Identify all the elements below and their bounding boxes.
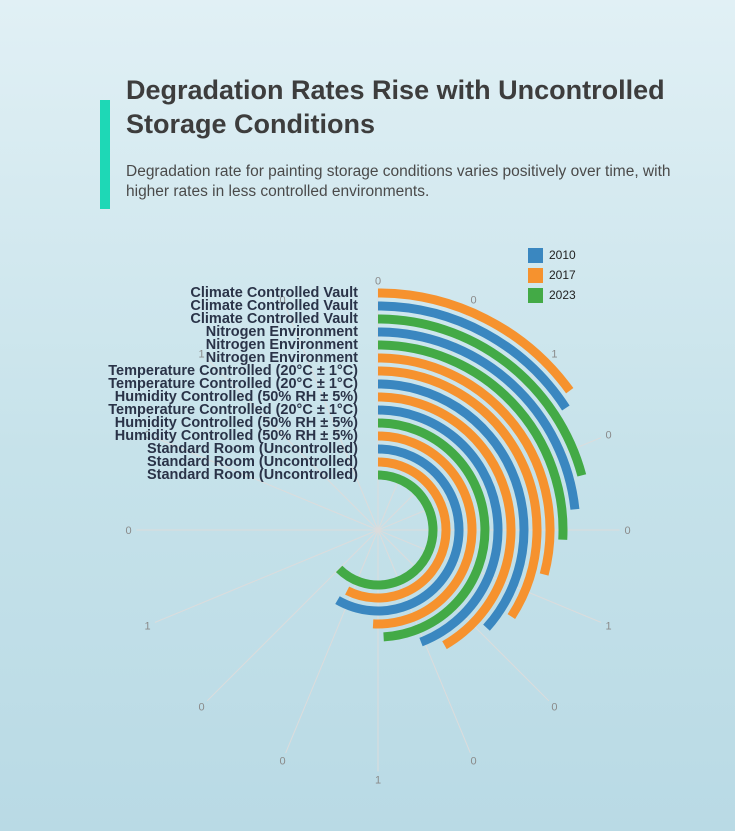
radial-bar <box>377 379 529 631</box>
legend-label: 2023 <box>549 288 576 302</box>
angular-tick-label: 1 <box>551 349 557 361</box>
angular-tick-label: 0 <box>279 756 285 768</box>
legend: 2010 2017 2023 <box>528 245 576 305</box>
angular-tick-label: 0 <box>144 430 150 442</box>
radial-bar <box>377 392 516 650</box>
angular-tick-label: 1 <box>199 349 205 361</box>
legend-swatch <box>528 287 543 303</box>
angular-tick-label: 0 <box>125 525 131 537</box>
category-label: Humidity Controlled (50% RH ± 5%) <box>115 428 358 444</box>
legend-label: 2017 <box>549 268 576 282</box>
category-label: Nitrogen Environment <box>206 337 358 353</box>
angular-tick-label: 1 <box>375 775 381 787</box>
category-label: Temperature Controlled (20°C ± 1°C) <box>108 376 358 392</box>
category-label: Humidity Controlled (50% RH ± 5%) <box>115 415 358 431</box>
category-label: Climate Controlled Vault <box>190 311 358 327</box>
category-label: Humidity Controlled (50% RH ± 5%) <box>115 389 358 405</box>
radial-bar <box>335 470 438 590</box>
radial-bar <box>377 314 587 477</box>
category-label: Climate Controlled Vault <box>190 298 358 314</box>
legend-swatch <box>528 247 543 263</box>
angular-tick-label: 1 <box>144 621 150 633</box>
legend-label: 2010 <box>549 248 576 262</box>
angular-gridline <box>206 529 379 702</box>
legend-item: 2023 <box>528 285 576 305</box>
chart-title: Degradation Rates Rise with Uncontrolled… <box>126 75 665 139</box>
radial-bar <box>377 327 580 510</box>
category-label: Nitrogen Environment <box>206 324 358 340</box>
angular-tick-label: 0 <box>551 701 557 713</box>
category-label: Temperature Controlled (20°C ± 1°C) <box>108 402 358 418</box>
legend-item: 2017 <box>528 265 576 285</box>
category-label: Standard Room (Uncontrolled) <box>147 454 358 470</box>
angular-gridline <box>154 437 379 531</box>
angular-gridline <box>285 529 379 754</box>
angular-gridline <box>206 358 379 531</box>
angular-tick-label: 0 <box>624 525 630 537</box>
category-label: Climate Controlled Vault <box>190 285 358 301</box>
angular-tick-label: 0 <box>375 276 381 288</box>
radial-bar <box>377 366 542 620</box>
radial-bar <box>377 405 503 647</box>
angular-tick-label: 1 <box>605 621 611 633</box>
legend-item: 2010 <box>528 245 576 265</box>
radial-bars <box>335 288 587 650</box>
angular-tick-label: 0 <box>470 295 476 307</box>
angular-gridline <box>154 529 379 623</box>
radial-bar <box>377 353 555 576</box>
angular-tick-label: 0 <box>605 430 611 442</box>
angular-tick-label: 0 <box>279 295 285 307</box>
category-label: Nitrogen Environment <box>206 350 358 366</box>
legend-swatch <box>528 267 543 283</box>
radial-bar <box>377 288 574 394</box>
angular-tick-label: 0 <box>199 701 205 713</box>
chart-subtitle: Degradation rate for painting storage co… <box>126 163 671 200</box>
radial-bar <box>372 431 477 629</box>
angular-tick-label: 0 <box>470 756 476 768</box>
title-accent-bar <box>100 100 110 209</box>
category-label: Temperature Controlled (20°C ± 1°C) <box>108 363 358 379</box>
angular-tick-labels: 0 0 1 0 0 1 0 0 1 0 0 1 0 0 1 0 <box>125 276 630 787</box>
category-label: Standard Room (Uncontrolled) <box>147 467 358 483</box>
radial-bar <box>345 457 451 603</box>
radial-bar <box>377 301 570 411</box>
radial-bar <box>335 444 464 616</box>
category-label: Standard Room (Uncontrolled) <box>147 441 358 457</box>
radial-bar <box>377 340 568 540</box>
angular-gridline <box>285 306 379 531</box>
radial-bar <box>377 418 490 642</box>
